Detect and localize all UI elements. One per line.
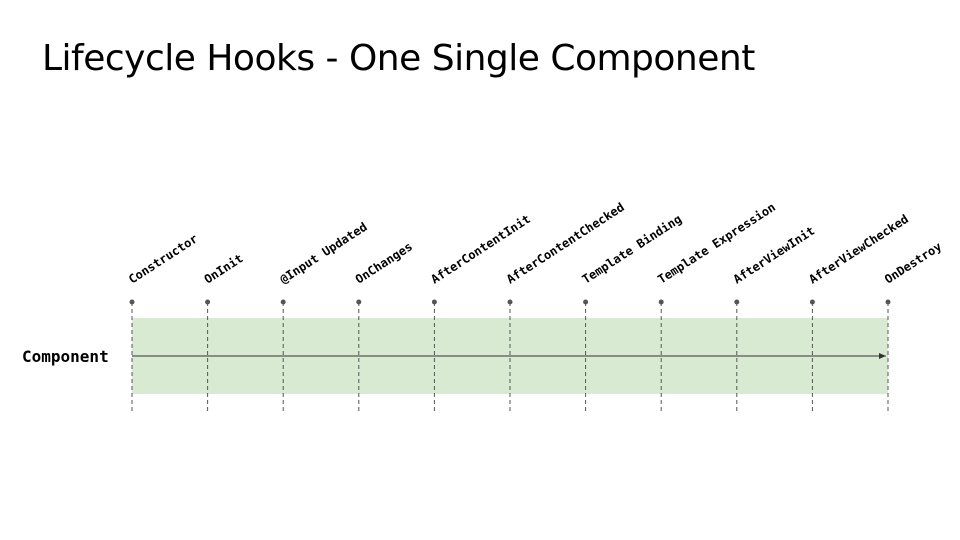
hook-label: Constructor xyxy=(126,231,200,286)
hook-point xyxy=(356,299,362,305)
hook-label: OnChanges xyxy=(353,239,415,286)
hook-point xyxy=(583,299,589,305)
hook-point xyxy=(658,299,664,305)
hook-label: OnDestroy xyxy=(882,239,944,286)
hook-point xyxy=(205,299,211,305)
slide-title: Lifecycle Hooks - One Single Component xyxy=(42,38,755,79)
hook-label: OnInit xyxy=(202,251,246,286)
hook-point xyxy=(809,299,815,305)
hook-point xyxy=(431,299,437,305)
hook-point xyxy=(507,299,513,305)
hook-point xyxy=(734,299,740,305)
hook-point xyxy=(129,299,135,305)
component-row-label: Component xyxy=(22,347,109,366)
hook-point xyxy=(280,299,286,305)
hook-point xyxy=(885,299,891,305)
